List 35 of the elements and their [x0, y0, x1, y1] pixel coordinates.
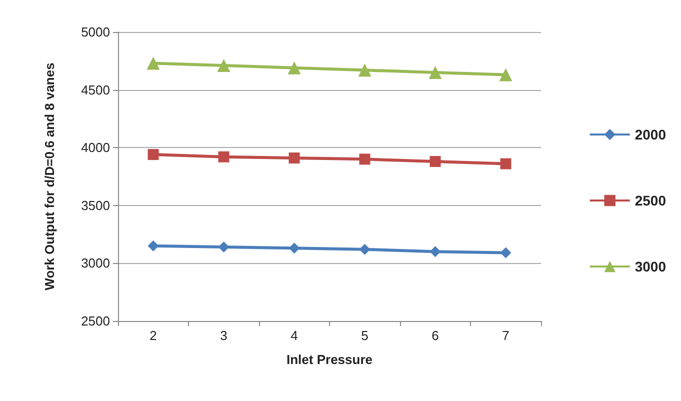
point: [217, 59, 230, 72]
point: [500, 158, 512, 170]
point: [500, 247, 512, 258]
x-tick-label: 3: [220, 328, 228, 343]
legend-label: 3000: [634, 258, 666, 274]
x-tick-label: 7: [502, 328, 510, 343]
x-tick-label: 5: [361, 328, 368, 343]
legend-label: 2500: [634, 192, 666, 208]
point: [218, 242, 230, 253]
point: [359, 154, 370, 165]
point: [428, 66, 442, 79]
y-tick-label: 4500: [81, 82, 110, 98]
point: [218, 151, 230, 162]
point: [288, 242, 300, 254]
y-tick-label: 2500: [81, 314, 110, 328]
x-tick-label: 4: [290, 328, 298, 343]
legend-label: 2000: [634, 126, 666, 142]
y-tick-label: 3000: [81, 256, 110, 271]
point: [499, 68, 512, 82]
point: [146, 56, 160, 70]
point: [288, 152, 300, 164]
x-axis-title: Inlet Pressure: [286, 352, 372, 367]
point: [358, 64, 372, 77]
point: [148, 240, 159, 252]
point: [359, 244, 370, 255]
y-tick-label: 5000: [81, 24, 110, 40]
x-tick-label: 2: [150, 328, 157, 343]
point: [288, 61, 301, 74]
point: [430, 246, 441, 258]
point: [430, 156, 441, 167]
point: [148, 149, 159, 160]
x-tick-label: 6: [432, 328, 439, 343]
y-axis-title: Work Output for d/D=0.6 and 8 vanes: [42, 62, 57, 290]
y-tick-label: 4000: [81, 140, 110, 156]
y-tick-label: 3500: [81, 198, 110, 213]
